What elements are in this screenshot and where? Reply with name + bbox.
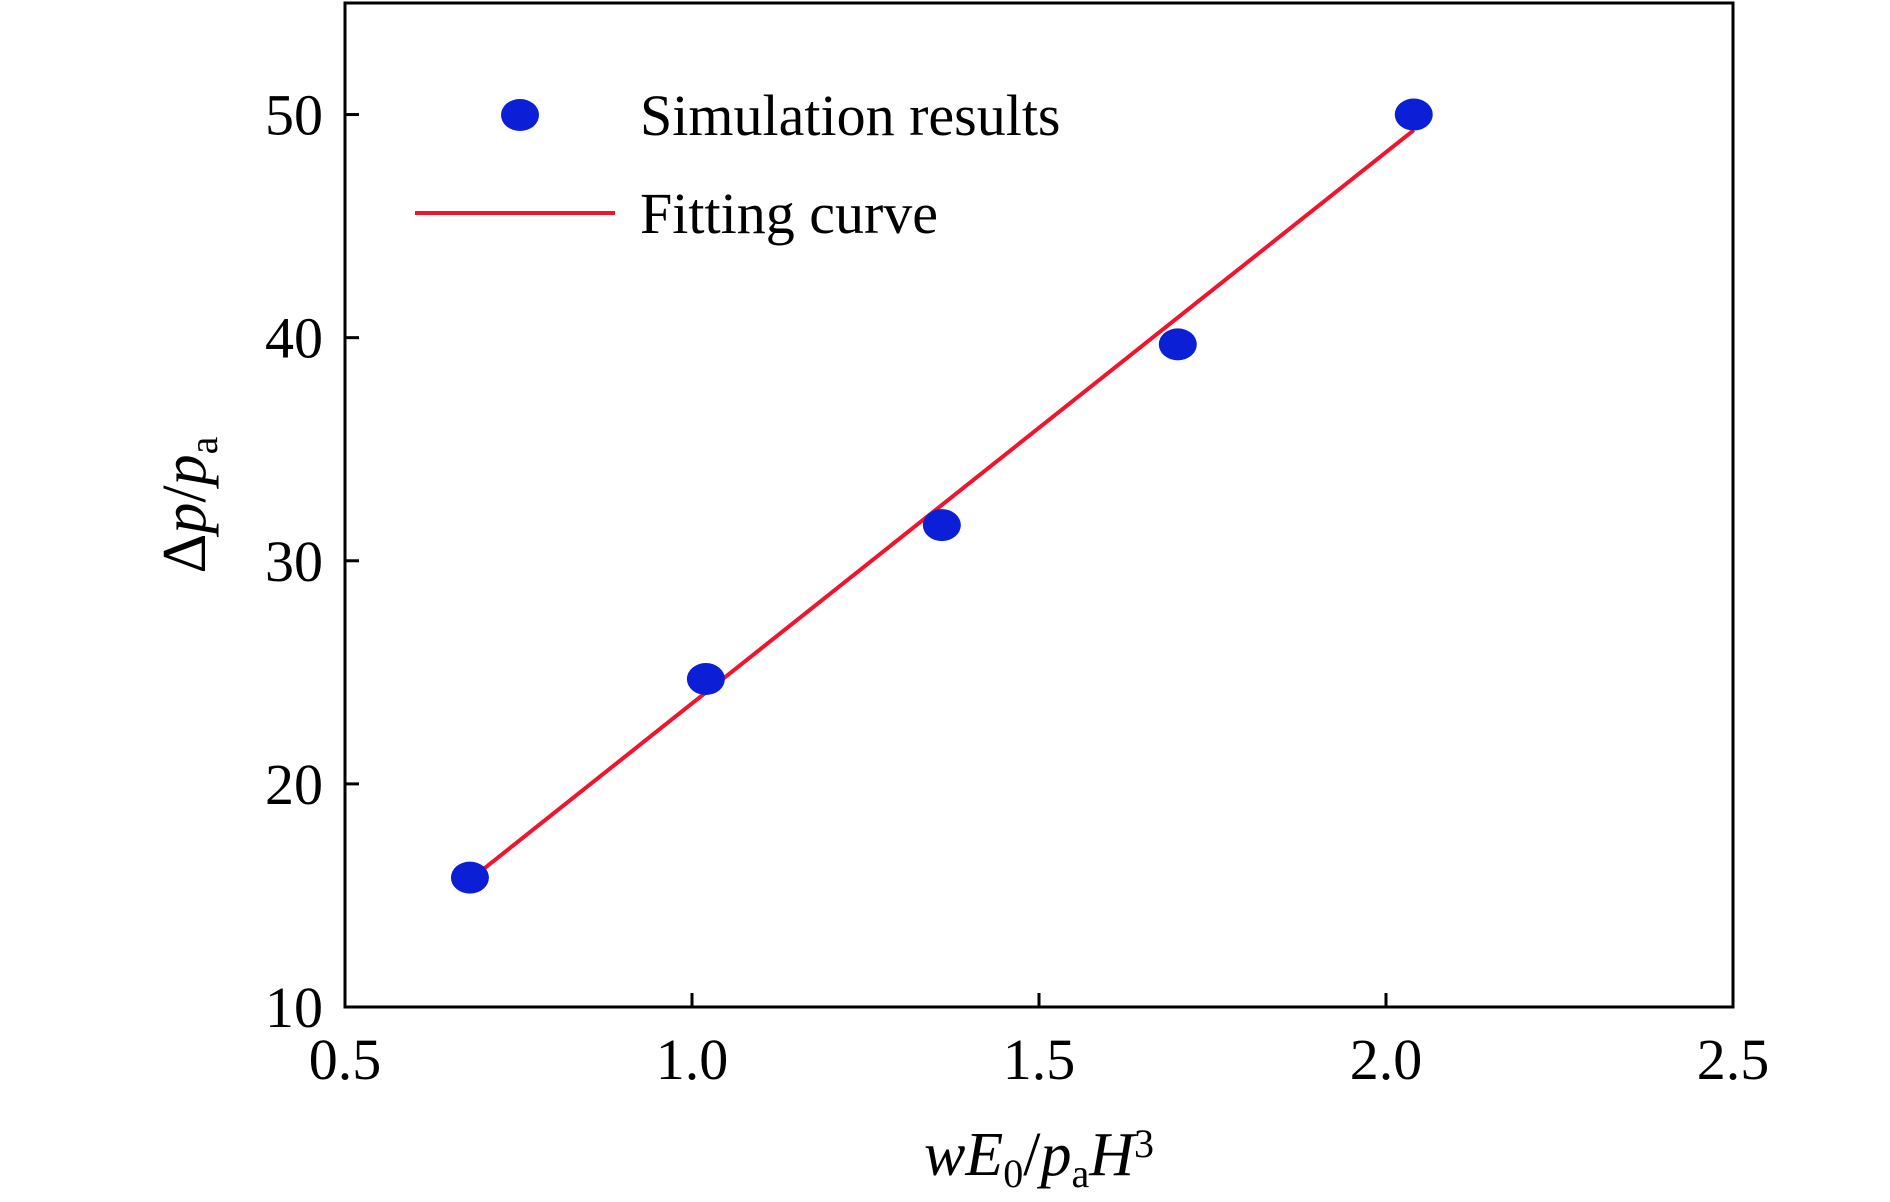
series-layer xyxy=(450,98,1433,894)
simulation-point xyxy=(1394,98,1433,131)
legend: Simulation results Fitting curve xyxy=(415,83,1061,246)
x-tick-label: 1.5 xyxy=(1003,1027,1076,1092)
simulation-point xyxy=(922,509,961,542)
y-tick-label: 50 xyxy=(265,83,323,148)
ticks: 0.5 1.0 1.5 2.0 2.5 10 20 30 40 50 xyxy=(265,83,1769,1092)
plot-frame xyxy=(343,1,1735,1009)
axes xyxy=(343,1,1735,1009)
x-tick-label: 1.0 xyxy=(656,1027,729,1092)
legend-label: Simulation results xyxy=(640,83,1061,148)
y-tick-label: 20 xyxy=(265,752,323,817)
legend-label: Fitting curve xyxy=(640,181,938,246)
y-axis-title: Δp/pa xyxy=(151,436,226,573)
simulation-point xyxy=(450,861,489,894)
x-tick-label: 0.5 xyxy=(309,1027,382,1092)
y-tick-label: 30 xyxy=(265,529,323,594)
legend-marker-simulation xyxy=(501,99,539,131)
y-tick-label: 40 xyxy=(265,306,323,371)
y-tick-label: 10 xyxy=(265,975,323,1040)
fitting-curve-line xyxy=(468,128,1416,882)
x-tick-label: 2.0 xyxy=(1350,1027,1423,1092)
simulation-point xyxy=(1158,328,1197,361)
x-tick-label: 2.5 xyxy=(1697,1027,1770,1092)
axis-labels: wE0/paH3 Δp/pa xyxy=(151,436,1154,1196)
x-axis-title: wE0/paH3 xyxy=(924,1121,1154,1196)
simulation-point xyxy=(686,663,725,696)
